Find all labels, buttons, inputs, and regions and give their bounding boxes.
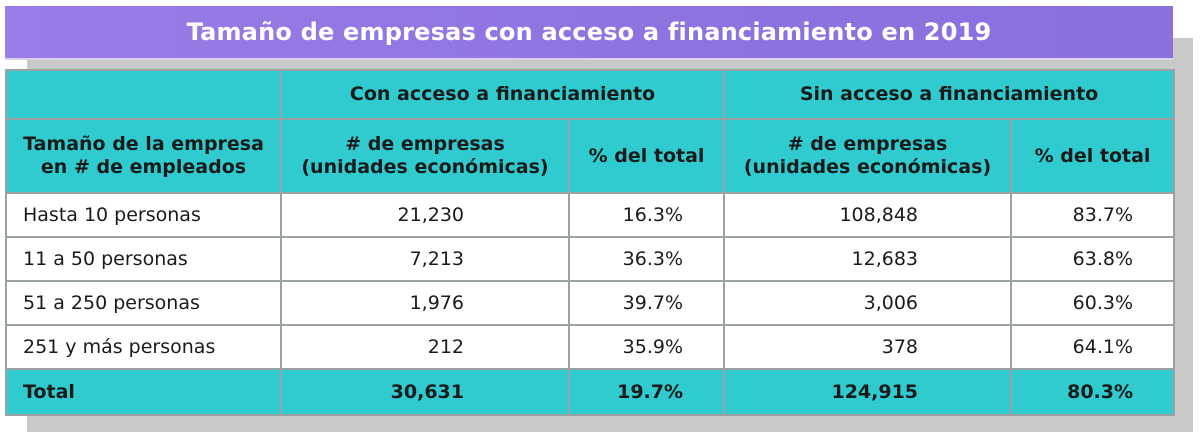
table-row: Hasta 10 personas 21,230 16.3% 108,848 8… (5, 192, 1176, 238)
column-header-size-line1: Tamaño de la empresa (23, 133, 264, 155)
sin-count-cell: 378 (723, 324, 1013, 370)
table-row: 251 y más personas 212 35.9% 378 64.1% (5, 324, 1176, 370)
column-header-count-line1: # de empresas (787, 133, 948, 155)
column-header-sin-count: # de empresas (unidades económicas) (723, 118, 1013, 194)
sin-count-cell: 3,006 (723, 280, 1013, 326)
group-header-sin: Sin acceso a financiamiento (723, 69, 1176, 120)
column-header-count-line2: (unidades económicas) (743, 156, 992, 178)
sin-pct-cell: 63.8% (1010, 236, 1176, 282)
column-header-con-count: # de empresas (unidades económicas) (280, 118, 570, 194)
sin-pct-cell: 64.1% (1010, 324, 1176, 370)
page-title: Tamaño de empresas con acceso a financia… (186, 18, 992, 46)
empty-corner-cell (5, 69, 282, 120)
con-pct-cell: 16.3% (567, 192, 726, 238)
total-con-pct: 19.7% (567, 368, 726, 416)
con-pct-cell: 36.3% (567, 236, 726, 282)
total-sin-pct: 80.3% (1010, 368, 1176, 416)
con-count-cell: 7,213 (280, 236, 570, 282)
row-label: 251 y más personas (5, 324, 282, 370)
total-row: Total 30,631 19.7% 124,915 80.3% (5, 368, 1176, 416)
column-header-size: Tamaño de la empresa en # de empleados (5, 118, 282, 194)
table-row: 51 a 250 personas 1,976 39.7% 3,006 60.3… (5, 280, 1176, 326)
sin-count-cell: 12,683 (723, 236, 1013, 282)
sin-pct-cell: 60.3% (1010, 280, 1176, 326)
column-header-con-pct: % del total (567, 118, 726, 194)
total-label: Total (5, 368, 282, 416)
column-header-sin-pct: % del total (1010, 118, 1176, 194)
row-label: 51 a 250 personas (5, 280, 282, 326)
group-header-con: Con acceso a financiamiento (279, 69, 726, 120)
column-header-count-line1: # de empresas (345, 133, 505, 155)
row-label: Hasta 10 personas (5, 192, 282, 238)
con-count-cell: 1,976 (280, 280, 570, 326)
column-header-row: Tamaño de la empresa en # de empleados #… (5, 118, 1176, 194)
con-count-cell: 21,230 (280, 192, 570, 238)
table-row: 11 a 50 personas 7,213 36.3% 12,683 63.8… (5, 236, 1176, 282)
group-header-row: Con acceso a financiamiento Sin acceso a… (5, 69, 1176, 120)
total-sin-count: 124,915 (723, 368, 1013, 416)
con-pct-cell: 35.9% (567, 324, 726, 370)
financing-table: Con acceso a financiamiento Sin acceso a… (5, 69, 1176, 416)
con-pct-cell: 39.7% (567, 280, 726, 326)
column-header-count-line2: (unidades económicas) (301, 156, 549, 178)
column-header-size-line2: en # de empleados (40, 156, 247, 178)
row-label: 11 a 50 personas (5, 236, 282, 282)
sin-count-cell: 108,848 (723, 192, 1013, 238)
sin-pct-cell: 83.7% (1010, 192, 1176, 238)
title-banner: Tamaño de empresas con acceso a financia… (5, 6, 1173, 58)
con-count-cell: 212 (280, 324, 570, 370)
total-con-count: 30,631 (280, 368, 570, 416)
